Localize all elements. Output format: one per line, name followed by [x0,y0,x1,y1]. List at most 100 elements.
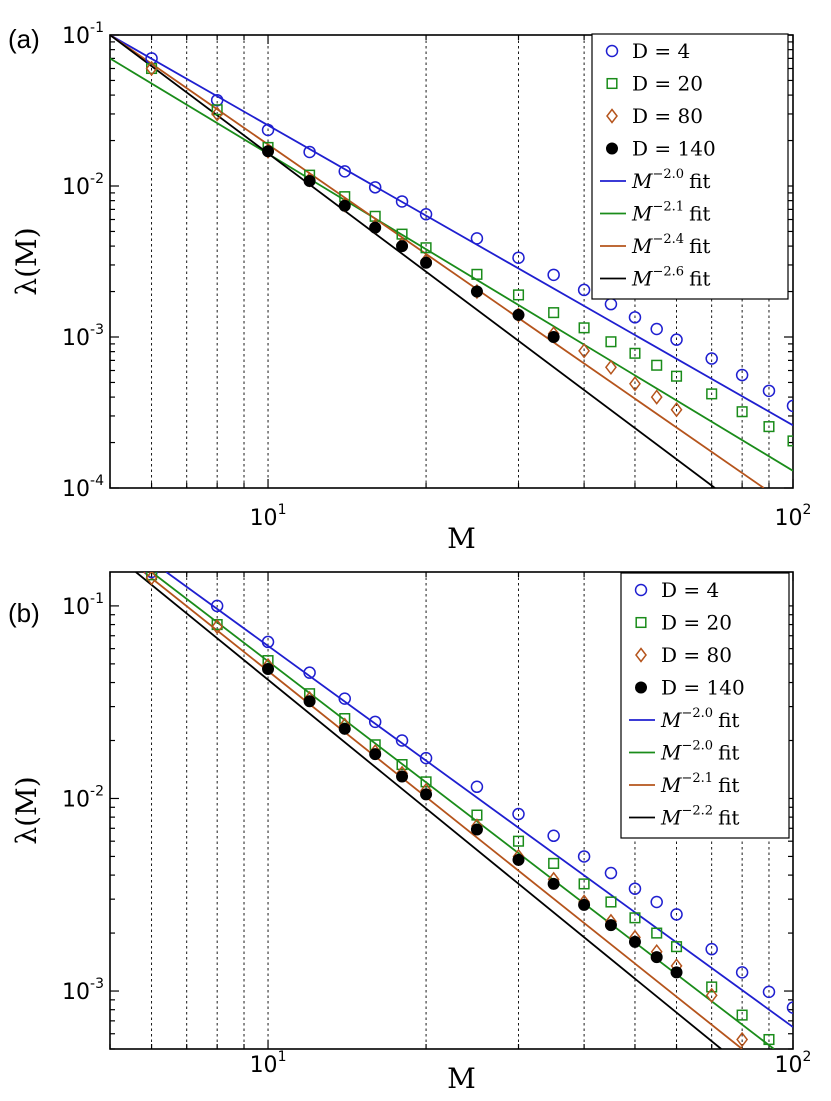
fit-line [143,572,743,1049]
data-point [578,898,591,911]
data-point [471,268,483,280]
data-point [763,1033,775,1046]
legend-label-base: M [631,234,653,258]
legend-label-suffix: fit [718,806,739,830]
legend-label-exp: −2.2 [681,804,713,819]
x-tick-label-base: 10 [775,1053,803,1078]
legend-label-exp: −2.0 [681,739,713,754]
fit-line [110,35,716,488]
series-0 [145,52,793,413]
data-point [604,866,618,880]
data-point [512,853,525,866]
legend-label: D = 80 [632,104,703,128]
x-axis-title: M [447,522,476,555]
legend-label: D = 4 [632,39,690,63]
data-point [303,695,316,708]
legend-label-exp: −2.4 [652,232,684,247]
data-point [368,715,382,729]
data-point [706,388,718,400]
y-tick-label-exp: -1 [90,591,104,607]
data-point [369,748,382,761]
legend-label-suffix: fit [718,708,739,732]
x-tick-label-exp: 1 [278,1049,287,1065]
series-3 [262,663,683,979]
legend-label-suffix: fit [718,741,739,765]
data-point [211,618,224,635]
x-tick-label-exp: 1 [278,502,287,518]
legend-label-exp: −2.0 [652,167,684,182]
legend-marker [635,681,647,694]
legend-label-exp: −2.1 [652,200,684,215]
data-point [145,572,158,586]
data-point [705,942,718,956]
data-point [736,1031,749,1048]
data-point [303,174,316,187]
legend-marker [606,142,618,155]
data-point [396,770,409,783]
data-point [470,232,484,245]
data-point [735,368,749,382]
data-point [578,322,590,334]
data-point [577,283,591,297]
data-point [338,165,351,178]
legend-label-exp: −2.0 [681,706,713,721]
data-point [303,145,316,159]
data-point [338,692,351,705]
y-tick-label-exp: -3 [90,322,104,338]
data-point [604,919,617,932]
data-point [512,308,525,321]
data-point [787,435,793,447]
data-point [629,347,641,359]
data-point [628,882,642,895]
data-point [651,927,663,939]
y-tick-label-exp: -3 [90,976,104,992]
data-point [210,599,224,613]
data-point [419,208,433,221]
data-point [470,823,483,836]
legend-marker [635,647,647,663]
data-point [512,251,525,264]
y-tick-label-exp: -1 [90,20,104,36]
data-point [547,829,560,843]
data-point [670,333,683,346]
x-tick-label-exp: 2 [803,1049,812,1065]
data-point [578,343,591,359]
x-tick-label: 102 [775,502,812,531]
data-point [261,123,275,137]
data-point [512,835,525,847]
y-tick-label-exp: -2 [90,171,104,187]
data-point [604,297,618,311]
legend-label: D = 140 [632,137,716,161]
x-tick-label: 101 [250,1049,287,1078]
legend-label-base: M [631,169,653,193]
y-tick-label: 10-1 [62,591,104,620]
legend-label-base: M [631,202,653,226]
legend-label: M−2.0 fit [660,706,739,732]
legend-label-base: M [660,741,682,765]
y-tick-label: 10-1 [62,20,104,49]
data-point [786,1001,793,1014]
series-1 [146,572,775,1046]
series-0 [145,572,793,1014]
y-tick-label-base: 10 [62,24,90,49]
data-point [670,941,683,953]
data-point [210,93,224,107]
data-point [261,635,275,649]
plot-frame [109,34,794,489]
y-tick-label: 10-3 [62,322,104,351]
data-point [338,722,351,735]
data-point [705,987,718,1004]
data-point [628,311,642,324]
legend-label: M−2.1 fit [660,771,739,797]
data-point [670,370,683,382]
data-point [395,195,409,208]
legend-label: D = 4 [661,578,719,602]
legend-label: M−2.4 fit [631,232,710,258]
legend-label-suffix: fit [718,773,739,797]
fit-line [135,572,722,1049]
legend-label-suffix: fit [689,169,710,193]
y-tick-label: 10-3 [62,976,104,1005]
